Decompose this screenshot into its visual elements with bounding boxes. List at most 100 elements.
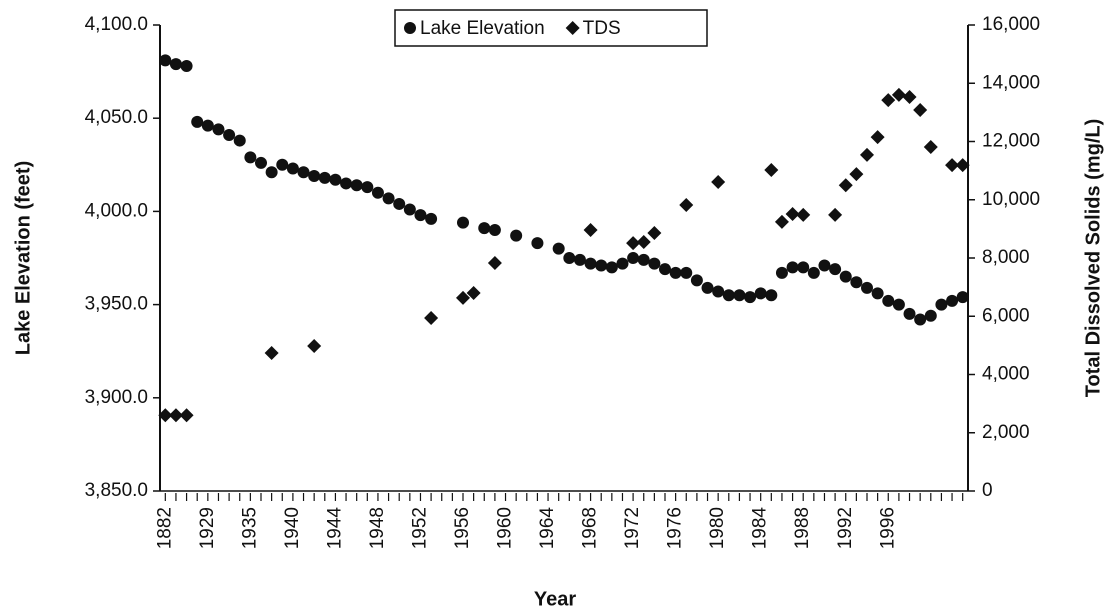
legend-marker xyxy=(565,21,580,35)
tds-point xyxy=(179,408,194,423)
x-tick-label: 1964 xyxy=(537,507,558,550)
elevation-point xyxy=(414,209,427,222)
elevation-point xyxy=(818,259,831,272)
y2-tick-label: 0 xyxy=(982,480,993,501)
elevation-point xyxy=(637,253,650,266)
elevation-point xyxy=(935,298,948,311)
y2-tick-label: 2,000 xyxy=(982,422,1030,443)
elevation-point xyxy=(946,294,959,307)
tds-point xyxy=(913,103,928,118)
tds-point xyxy=(860,147,874,162)
x-tick-label: 1968 xyxy=(580,507,601,549)
x-axis-title: Year xyxy=(534,588,576,610)
tds-point xyxy=(796,207,811,222)
elevation-point xyxy=(350,179,363,192)
elevation-point xyxy=(159,54,172,67)
tds-point xyxy=(456,290,470,305)
tds-point xyxy=(424,310,439,325)
elevation-point xyxy=(276,158,289,171)
x-tick-label: 1976 xyxy=(665,507,686,549)
tds-point xyxy=(891,87,906,102)
elevation-point xyxy=(584,257,597,270)
y2-axis-title: Total Dissolved Solids (mg/L) xyxy=(1082,119,1104,398)
elevation-point xyxy=(573,253,586,266)
elevation-point xyxy=(457,216,469,229)
elevation-point xyxy=(244,151,257,164)
tds-point xyxy=(636,234,651,249)
tds-point xyxy=(828,207,843,222)
elevation-point xyxy=(169,58,182,71)
elevation-point xyxy=(563,252,576,264)
tds-point xyxy=(881,93,896,108)
elevation-point xyxy=(393,197,406,210)
tds-point xyxy=(487,255,502,270)
x-tick-label: 1988 xyxy=(792,507,813,549)
elevation-point xyxy=(605,261,618,274)
elevation-point xyxy=(212,123,225,136)
elevation-point xyxy=(340,177,353,190)
y2-tick-label: 14,000 xyxy=(982,72,1040,93)
tds-point xyxy=(923,140,938,155)
elevation-point xyxy=(914,313,927,326)
elevation-point xyxy=(595,259,608,272)
tds-point xyxy=(158,408,173,423)
elevation-point xyxy=(265,166,278,179)
elevation-point xyxy=(829,263,842,276)
elevation-point xyxy=(786,261,799,274)
x-tick-label: 1996 xyxy=(877,507,898,549)
legend-box xyxy=(394,9,708,47)
elevation-point xyxy=(531,237,544,250)
tds-point xyxy=(849,167,864,182)
elevation-point xyxy=(488,224,501,237)
elevation-point xyxy=(552,242,565,255)
legend-label: Lake Elevation xyxy=(420,18,545,39)
tds-point xyxy=(647,225,662,240)
elevation-point xyxy=(701,281,714,294)
elevation-point xyxy=(722,289,735,302)
tds-point xyxy=(902,89,917,104)
elevation-point xyxy=(478,222,491,235)
x-tick-label: 1980 xyxy=(707,507,728,549)
elevation-point xyxy=(807,266,820,279)
elevation-point xyxy=(191,115,204,128)
tds-point xyxy=(307,338,322,353)
elevation-point xyxy=(371,186,384,199)
elevation-point xyxy=(308,169,321,182)
elevation-point xyxy=(892,298,905,311)
x-tick-label: 1960 xyxy=(495,507,516,549)
x-tick-label: 1952 xyxy=(409,507,430,549)
y-tick-label: 3,900.0 xyxy=(85,387,148,408)
legend-marker xyxy=(404,22,416,34)
tds-point xyxy=(466,285,481,300)
elevation-point xyxy=(382,192,395,205)
elevation-point xyxy=(627,252,640,264)
elevation-point xyxy=(956,291,969,304)
y2-tick-label: 10,000 xyxy=(982,189,1040,210)
x-tick-label: 1992 xyxy=(835,507,856,549)
x-tick-label: 1935 xyxy=(239,507,260,549)
elevation-point xyxy=(403,203,416,216)
tds-point xyxy=(626,236,641,251)
tds-point xyxy=(711,174,726,189)
elevation-point xyxy=(297,166,310,179)
x-tick-label: 1956 xyxy=(452,507,473,549)
elevation-point xyxy=(712,285,725,298)
y2-tick-label: 12,000 xyxy=(982,131,1040,152)
elevation-point xyxy=(744,291,757,304)
tds-point xyxy=(945,158,960,173)
elevation-point xyxy=(924,309,937,322)
elevation-point xyxy=(903,307,916,320)
elevation-point xyxy=(616,257,629,270)
elevation-point xyxy=(680,266,693,279)
x-tick-label: 1940 xyxy=(282,507,303,549)
tds-point xyxy=(785,207,800,222)
x-tick-label: 1944 xyxy=(324,507,345,550)
x-tick-label: 1984 xyxy=(750,507,771,550)
x-tick-label: 1882 xyxy=(154,507,175,549)
y-tick-label: 3,850.0 xyxy=(85,480,148,501)
elevation-point xyxy=(733,289,746,302)
legend-label: TDS xyxy=(583,18,621,39)
elevation-point xyxy=(797,261,810,274)
elevation-point xyxy=(775,266,788,279)
